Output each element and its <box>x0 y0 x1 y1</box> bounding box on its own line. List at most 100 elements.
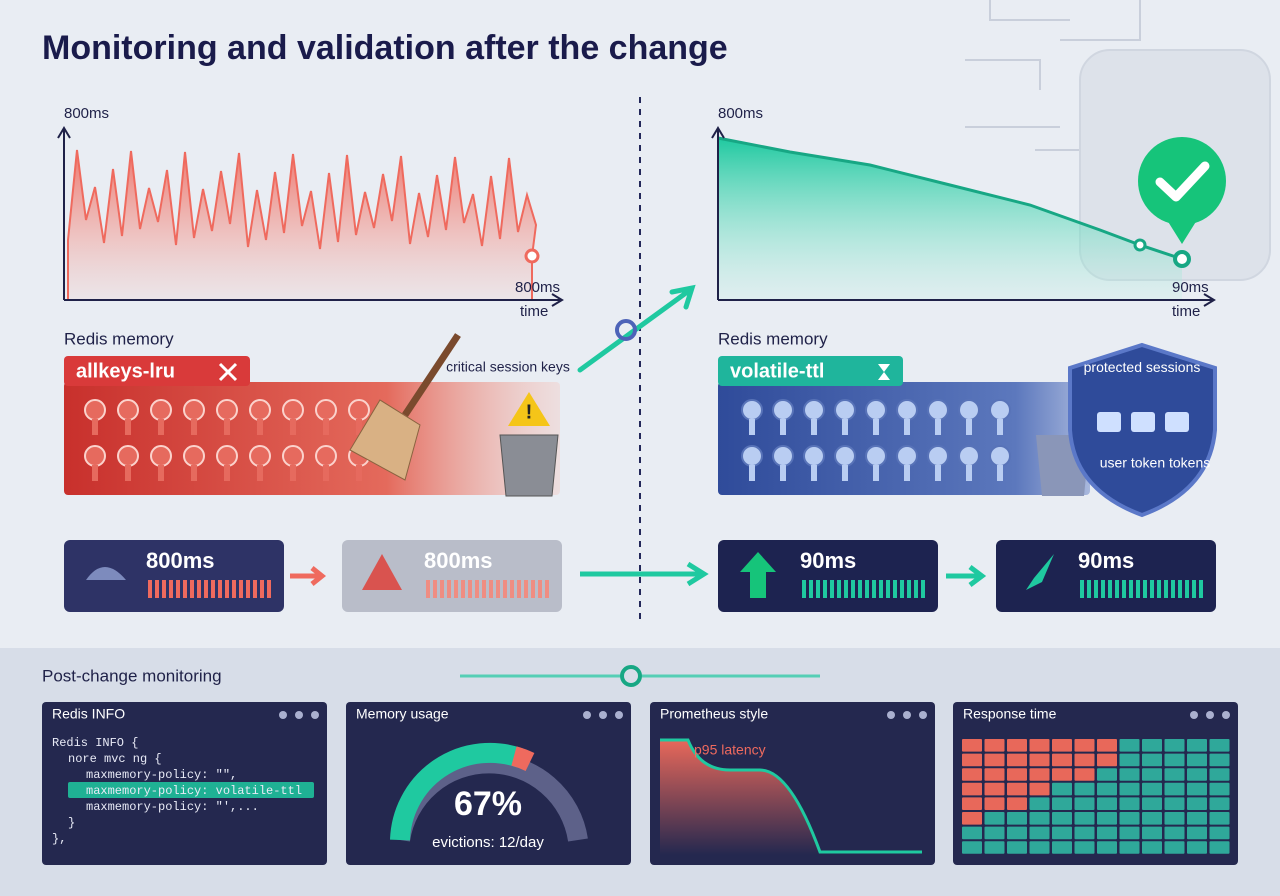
heat-cell <box>1074 753 1095 767</box>
shield-label: protected sessions <box>1084 359 1201 375</box>
key-stem <box>158 419 164 435</box>
tick <box>169 580 173 598</box>
heat-cell <box>1007 797 1027 810</box>
key-stem <box>290 465 296 481</box>
heat-cell <box>1142 753 1162 767</box>
window-dot <box>311 711 319 719</box>
tick <box>802 580 806 598</box>
metric-icon <box>362 554 402 590</box>
trash <box>499 434 559 497</box>
tick <box>1094 580 1098 598</box>
code-line: Redis INFO { <box>52 736 138 750</box>
metric-value: 90ms <box>800 548 856 573</box>
heat-cell <box>1142 812 1162 825</box>
end-label: 90ms <box>1172 279 1209 296</box>
key-stem <box>749 419 755 435</box>
heat-cell <box>984 739 1005 752</box>
heat-cell <box>962 782 982 796</box>
keys <box>84 399 370 481</box>
heat-cell <box>984 782 1005 796</box>
key <box>249 399 271 421</box>
key <box>150 445 172 467</box>
heat-cell <box>1164 812 1185 825</box>
gauge-value: 67% <box>454 785 522 823</box>
heat-cell <box>1187 826 1207 840</box>
heat-cell <box>1164 768 1185 781</box>
key-stem <box>966 419 972 435</box>
window-dot <box>1206 711 1214 719</box>
warning-mark: ! <box>526 401 533 423</box>
tick <box>454 580 458 598</box>
heat-cell <box>1097 841 1117 854</box>
before-memory: Redis memory allkeys-lru critical sessio… <box>64 329 570 497</box>
key <box>989 399 1011 421</box>
key <box>803 445 825 467</box>
metric-icon <box>86 567 126 580</box>
tick <box>1115 580 1119 598</box>
lock <box>1131 412 1155 432</box>
heat-cell <box>962 768 982 781</box>
key <box>958 445 980 467</box>
code-line: nore mvc ng { <box>68 752 162 766</box>
tick <box>531 580 535 598</box>
tick <box>204 580 208 598</box>
heat-cell <box>1052 797 1072 810</box>
heat-cell <box>1142 826 1162 840</box>
tick <box>433 580 437 598</box>
heat-cell <box>1164 739 1185 752</box>
key <box>989 445 1011 467</box>
tick <box>1199 580 1203 598</box>
key-stem <box>842 465 848 481</box>
key-stem <box>125 419 131 435</box>
key-stem <box>323 419 329 435</box>
highlight <box>68 782 314 798</box>
key-stem <box>191 419 197 435</box>
tick <box>872 580 876 598</box>
after-chart: 800ms 90ms time <box>711 105 1226 320</box>
heat-cell <box>1119 753 1140 767</box>
code-line: } <box>68 816 75 830</box>
key <box>927 445 949 467</box>
key <box>150 399 172 421</box>
heat-cell <box>1052 782 1072 796</box>
heat-cell <box>1187 797 1207 810</box>
heat-cell <box>1097 826 1117 840</box>
heat-cell <box>1029 812 1050 825</box>
tick <box>893 580 897 598</box>
key-stem <box>780 419 786 435</box>
after-memory: Redis memory volatile-ttl protected sess… <box>718 329 1217 518</box>
tick <box>907 580 911 598</box>
heat-cell <box>1007 812 1027 825</box>
key-stem <box>997 465 1003 481</box>
tick <box>1101 580 1105 598</box>
tick <box>1178 580 1182 598</box>
end-label: 800ms <box>515 279 560 296</box>
arrow <box>290 566 327 586</box>
tick <box>830 580 834 598</box>
heat-cell <box>1052 739 1072 752</box>
tick <box>809 580 813 598</box>
tick <box>823 580 827 598</box>
heat-cell <box>1052 841 1072 854</box>
key <box>896 445 918 467</box>
tick <box>1164 580 1168 598</box>
title: Monitoring and validation after the chan… <box>42 29 728 67</box>
key-stem <box>873 419 879 435</box>
heat-cell <box>984 753 1005 767</box>
link <box>615 319 637 341</box>
heat-cell <box>1052 812 1072 825</box>
tick <box>155 580 159 598</box>
tick <box>545 580 549 598</box>
key-stem <box>191 465 197 481</box>
tick <box>253 580 257 598</box>
heat-cell <box>962 797 982 810</box>
key <box>865 445 887 467</box>
tick <box>468 580 472 598</box>
key-stem <box>224 419 230 435</box>
heat-cell <box>962 826 982 840</box>
heat-cell <box>1052 768 1072 781</box>
key-stem <box>356 465 362 481</box>
tick <box>211 580 215 598</box>
tick <box>879 580 883 598</box>
tick <box>1136 580 1140 598</box>
